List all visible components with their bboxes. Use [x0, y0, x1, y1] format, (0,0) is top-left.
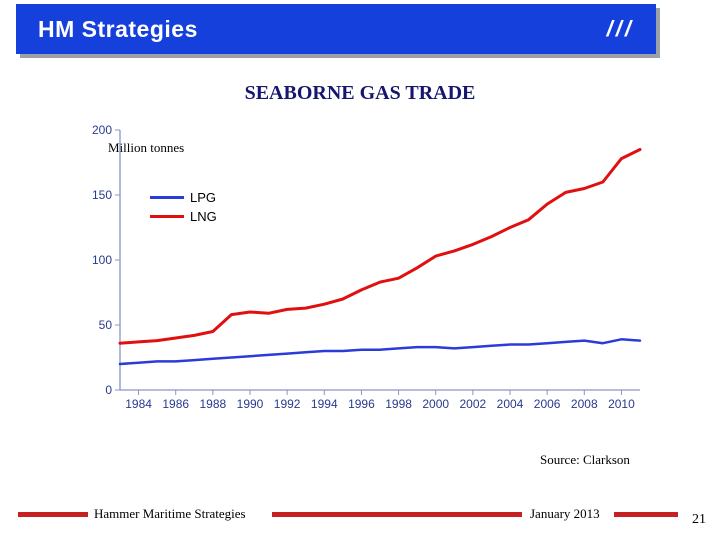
svg-text:1984: 1984: [125, 397, 152, 411]
svg-text:1998: 1998: [385, 397, 412, 411]
svg-text:2004: 2004: [497, 397, 524, 411]
svg-text:0: 0: [105, 383, 112, 397]
footer-bar-right: [614, 512, 678, 517]
svg-text:50: 50: [99, 318, 113, 332]
series-lpg: [120, 339, 640, 364]
legend-item: LPG: [150, 190, 217, 205]
series-lng: [120, 150, 640, 344]
svg-text:1992: 1992: [274, 397, 301, 411]
footer-text-right: January 2013: [530, 506, 600, 522]
chart-legend: LPG LNG: [150, 190, 217, 228]
line-chart: 0 50 100 150 200 1984 1986 1988 1990 1992 1994 1996…: [80, 120, 660, 430]
footer: Hammer Maritime Strategies January 2013: [0, 502, 720, 530]
svg-text:1996: 1996: [348, 397, 375, 411]
svg-text:1988: 1988: [200, 397, 227, 411]
svg-text:200: 200: [92, 123, 112, 137]
header-slashes-icon: ///: [607, 16, 634, 42]
svg-text:2002: 2002: [460, 397, 487, 411]
footer-bar-mid: [272, 512, 522, 517]
chart-area: 0 50 100 150 200 1984 1986 1988 1990 1992 1994 1996…: [80, 120, 660, 430]
chart-source-label: Source: Clarkson: [540, 452, 630, 468]
footer-bar-left: [18, 512, 88, 517]
svg-text:1990: 1990: [237, 397, 264, 411]
legend-label: LPG: [190, 190, 216, 205]
chart-title: SEABORNE GAS TRADE: [0, 82, 720, 105]
slide: { "header": { "title": "HM Strategies", …: [0, 0, 720, 540]
svg-text:1994: 1994: [311, 397, 338, 411]
svg-text:2000: 2000: [422, 397, 449, 411]
legend-item: LNG: [150, 209, 217, 224]
header-title: HM Strategies: [38, 16, 198, 43]
footer-text-left: Hammer Maritime Strategies: [94, 506, 246, 522]
svg-text:2006: 2006: [534, 397, 561, 411]
page-number: 21: [692, 512, 706, 528]
legend-label: LNG: [190, 209, 217, 224]
legend-line-icon: [150, 196, 184, 199]
svg-text:1986: 1986: [162, 397, 189, 411]
svg-text:150: 150: [92, 188, 112, 202]
svg-text:2010: 2010: [608, 397, 635, 411]
svg-text:100: 100: [92, 253, 112, 267]
svg-text:2008: 2008: [571, 397, 598, 411]
header-bar: HM Strategies ///: [16, 4, 656, 54]
legend-line-icon: [150, 215, 184, 218]
